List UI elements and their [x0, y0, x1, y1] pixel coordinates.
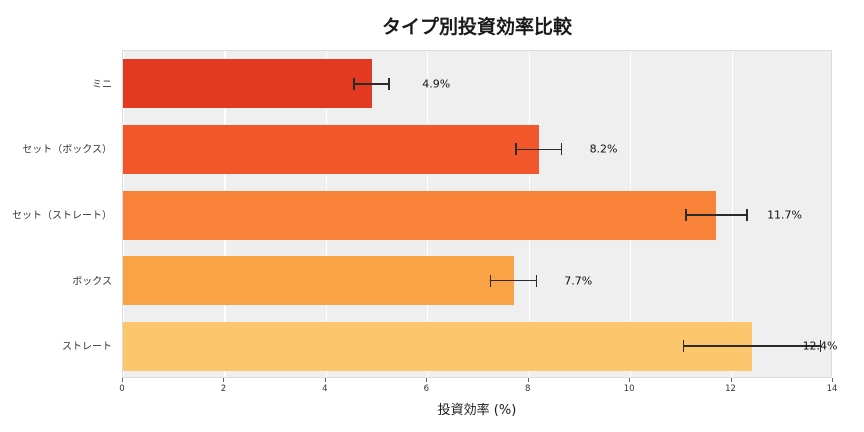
x-tick-label: 6: [423, 384, 429, 394]
error-bar-cap: [535, 274, 538, 287]
x-tick-label: 12: [725, 384, 736, 394]
gridline: [833, 51, 835, 377]
plot-area: 4.9% 8.2% 11.7% 7.7% 12.4%: [122, 50, 838, 378]
error-bar-cap: [819, 340, 822, 353]
x-tick-label: 8: [524, 384, 531, 394]
y-tick-label: セット（ストレート）: [12, 210, 112, 222]
x-tick-mark: [122, 378, 123, 382]
error-bar: [353, 83, 390, 85]
value-label: 12.4%: [802, 339, 838, 353]
bar-1: [123, 59, 372, 109]
x-tick-mark: [832, 378, 833, 382]
x-tick-mark: [730, 378, 732, 382]
error-bar-cap: [685, 209, 687, 221]
y-tick-label: ボックス: [72, 276, 112, 288]
error-bar: [490, 279, 537, 282]
value-label: 7.7%: [564, 274, 593, 288]
error-bar-cap: [515, 143, 517, 156]
error-bar-cap: [745, 209, 748, 221]
bar-3: [123, 190, 717, 240]
x-axis-title: 投資効率 (%): [437, 403, 517, 418]
y-tick-label: ミニ: [92, 79, 112, 91]
x-tick-label: 10: [623, 384, 635, 394]
value-label: 4.9%: [422, 77, 451, 91]
error-bar-cap: [388, 77, 391, 90]
value-label: 8.2%: [589, 142, 618, 156]
x-tick-mark: [527, 378, 529, 382]
x-tick-mark: [426, 378, 428, 382]
gridline: [731, 51, 733, 377]
x-tick-label: 2: [220, 384, 227, 394]
error-bar-cap: [560, 143, 563, 156]
y-tick-label: ストレート: [62, 341, 112, 353]
bar-5: [123, 321, 752, 371]
x-tick-mark: [223, 378, 225, 382]
error-bar-cap: [352, 77, 355, 90]
x-tick-mark: [629, 378, 631, 382]
chart-title: タイプ別投資効率比較: [381, 16, 572, 38]
x-tick-mark: [324, 378, 326, 382]
x-tick-label: 0: [119, 384, 125, 394]
bar-2: [123, 124, 539, 174]
bar-4: [123, 256, 514, 306]
error-bar: [516, 148, 562, 151]
x-tick-label: 14: [826, 384, 838, 394]
value-label: 11.7%: [767, 208, 803, 222]
error-bar-cap: [489, 274, 492, 287]
x-tick-label: 4: [322, 384, 328, 394]
error-bar: [685, 214, 747, 216]
error-bar-cap: [682, 340, 685, 353]
error-bar: [683, 345, 821, 347]
y-tick-label: セット（ボックス）: [22, 144, 112, 156]
